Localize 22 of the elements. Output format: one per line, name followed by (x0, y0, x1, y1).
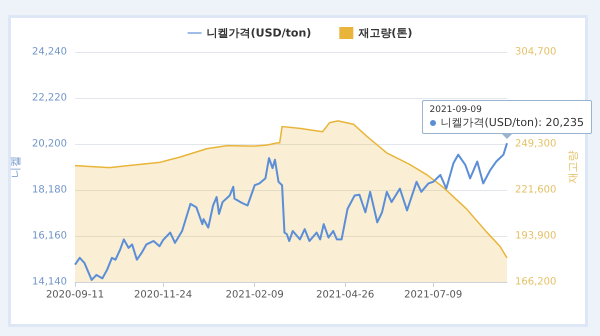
x-tick-label: 2020-11-24 (134, 290, 192, 300)
y-tick-label: 16,160 (32, 230, 67, 242)
x-tick-label: 2021-04-26 (316, 290, 374, 300)
annotation: 니켈가격(USD/ton): 20,235 (440, 116, 584, 130)
y2-tick-label: 304,700 (515, 46, 556, 58)
x-tick-label: 2021-07-09 (404, 290, 462, 300)
y-axis-title: 니켈 (9, 156, 22, 178)
y-tick-label: 18,180 (32, 184, 67, 196)
x-tick-label: 2020-09-11 (46, 290, 104, 300)
legend-label: 재고량(톤) (357, 26, 412, 40)
legend-label: 니켈가격(USD/ton) (206, 26, 312, 40)
annotation: 2021-09-09 (430, 105, 482, 116)
y-tick-label: 22,220 (32, 92, 67, 104)
y-tick-label: 14,140 (32, 276, 67, 288)
y-tick-label: 20,200 (32, 138, 67, 150)
x-tick-label: 2021-02-09 (226, 290, 284, 300)
y2-tick-label: 166,200 (515, 276, 556, 288)
y-tick-label: 24,240 (32, 46, 67, 58)
y2-tick-label: 249,300 (515, 138, 556, 150)
y2-tick-label: 221,600 (515, 184, 556, 196)
y2-tick-label: 193,900 (515, 230, 556, 242)
y2-axis-title: 재고량 (566, 150, 580, 184)
